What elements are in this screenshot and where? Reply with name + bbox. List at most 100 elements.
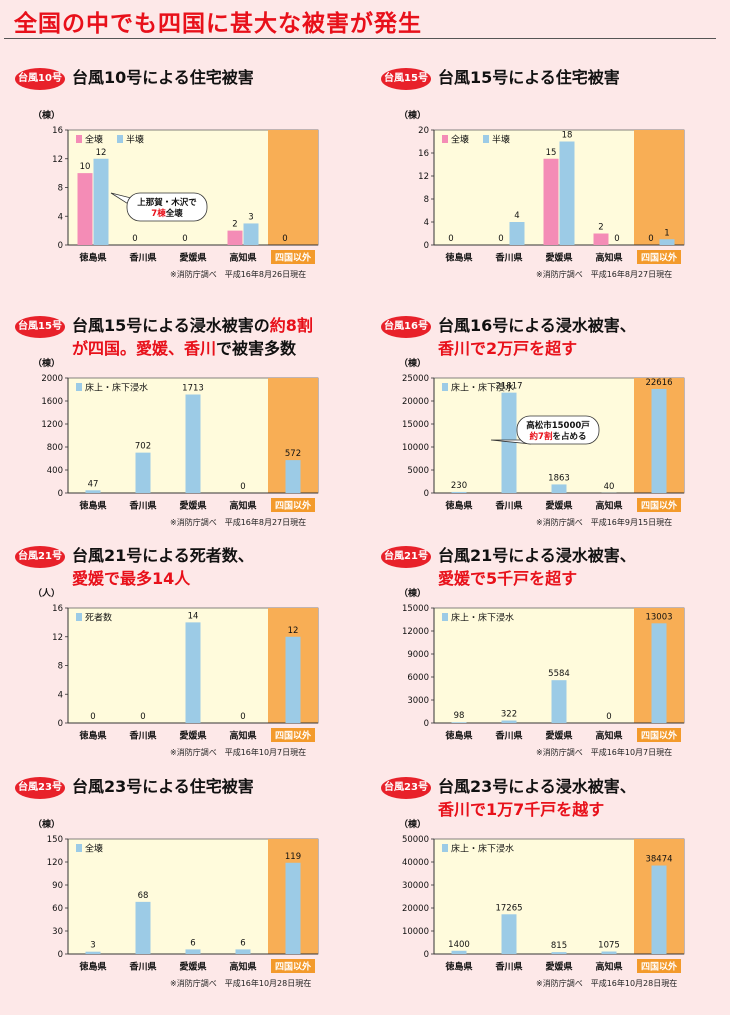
bar-value-label: 4 (514, 211, 519, 221)
bar (185, 622, 201, 723)
highlight-category-box (271, 728, 315, 742)
callout-highlight: 約7割 (530, 431, 553, 442)
bar-value-label: 13003 (645, 612, 672, 622)
chart-panel: 台風21号 台風21号による浸水被害、 愛媛で5千戸を超す （棟） 0 3000 6000 9… (381, 546, 721, 771)
legend-swatch (117, 135, 123, 143)
x-tick-label: 四国以外 (641, 961, 677, 973)
legend-swatch (442, 844, 448, 852)
bar (651, 623, 667, 723)
bar-value-label: 3 (248, 212, 253, 222)
bar (659, 239, 675, 245)
x-tick-label: 徳島県 (78, 961, 106, 973)
source-note: ※消防庁調べ 平成16年10月7日現在 (170, 747, 306, 758)
source-date: 平成16年10月7日現在 (590, 748, 673, 757)
source-prefix: ※消防庁調べ (536, 518, 583, 527)
chart-heading: 台風16号による浸水被害、 香川で2万戸を超す (438, 314, 636, 360)
chart-heading: 台風10号による住宅被害 (72, 66, 254, 89)
callout-highlight: 7棟 (151, 208, 166, 219)
bar-value-label: 12 (96, 148, 107, 158)
bar-value-label: 0 (182, 234, 187, 244)
legend-swatch (483, 135, 489, 143)
highlight-category-box (637, 498, 681, 512)
source-note: ※消防庁調べ 平成16年8月27日現在 (170, 517, 306, 528)
highlight-category-box (271, 250, 315, 264)
bar-value-label: 0 (606, 712, 611, 722)
bar-chart: （人） 0 4 8 12 16 0 0 14 0 12 徳島県 香川県 愛媛県 高知県 四国以外 死者数 (33, 587, 319, 742)
bar (235, 949, 251, 954)
y-tick-label: 8 (424, 195, 429, 205)
legend-swatch (442, 135, 448, 143)
y-unit-label: （棟） (33, 357, 60, 369)
bar-value-label: 0 (648, 234, 653, 244)
typhoon-badge: 台風23号 (381, 777, 431, 799)
legend-swatch (442, 613, 448, 621)
bar-value-label: 0 (240, 482, 245, 492)
chart-heading: 台風21号による浸水被害、 愛媛で5千戸を超す (438, 544, 636, 590)
y-tick-label: 800 (47, 443, 63, 453)
bar (593, 233, 609, 245)
bar-value-label: 0 (240, 712, 245, 722)
source-gap (217, 979, 225, 988)
y-tick-label: 60 (52, 904, 63, 914)
bar-value-label: 0 (614, 234, 619, 244)
chart-panel: 台風10号 台風10号による住宅被害 （棟） 0 4 8 12 16 10 0 0 2 0 12 3 徳島県 香… (15, 68, 355, 293)
bar (551, 484, 567, 493)
source-note: ※消防庁調べ 平成16年9月15日現在 (536, 517, 672, 528)
heading-text: 台風10号による住宅被害 (72, 68, 254, 87)
bar (601, 951, 617, 954)
bar-value-label: 6 (190, 938, 195, 948)
legend-label: 全壊 (85, 134, 103, 146)
bar-value-label: 68 (138, 891, 149, 901)
source-note: ※消防庁調べ 平成16年10月28日現在 (170, 978, 311, 989)
title-divider (4, 38, 716, 39)
callout-segment: 全壊 (165, 208, 184, 219)
bar (135, 452, 151, 493)
source-gap (583, 518, 591, 527)
heading-text: 台風21号による死者数、 (72, 546, 254, 565)
y-tick-label: 0 (58, 950, 63, 960)
bar-value-label: 0 (282, 234, 287, 244)
x-tick-label: 香川県 (128, 252, 156, 264)
heading-text: 台風16号による浸水被害、 (438, 316, 636, 335)
heading-text: 台風15号による住宅被害 (438, 68, 620, 87)
source-date: 平成16年8月27日現在 (224, 518, 307, 527)
y-tick-label: 16 (52, 604, 63, 614)
y-tick-label: 30 (52, 927, 63, 937)
y-tick-label: 4 (58, 212, 63, 222)
bar (501, 392, 517, 493)
x-tick-label: 愛媛県 (545, 252, 572, 264)
typhoon-badge: 台風21号 (381, 546, 431, 568)
source-gap (217, 270, 225, 279)
typhoon-badge: 台風16号 (381, 316, 431, 338)
y-tick-label: 12000 (402, 627, 429, 637)
x-tick-label: 四国以外 (275, 252, 311, 264)
x-tick-label: 愛媛県 (545, 730, 572, 742)
bar-value-label: 1 (664, 228, 669, 238)
bar-value-label: 1400 (448, 940, 470, 950)
y-tick-label: 40000 (402, 858, 429, 868)
y-tick-label: 0 (424, 950, 429, 960)
source-note: ※消防庁調べ 平成16年10月7日現在 (536, 747, 672, 758)
bar-chart: （棟） 0 400 800 1200 1600 2000 47 702 1713 0 572 徳島県 香川… (33, 357, 319, 512)
highlight-column (634, 130, 684, 245)
source-gap (583, 270, 591, 279)
heading-highlight: 愛媛で最多14人 (72, 569, 191, 588)
legend-swatch (76, 613, 82, 621)
bar-value-label: 322 (501, 710, 517, 720)
source-gap (217, 748, 225, 757)
source-gap (217, 518, 225, 527)
x-tick-label: 四国以外 (641, 730, 677, 742)
callout-segment: を占める (552, 431, 586, 442)
y-tick-label: 0 (424, 489, 429, 499)
y-unit-label: （棟） (33, 109, 60, 121)
bar-value-label: 0 (132, 234, 137, 244)
bar-chart: （棟） 0 30 60 90 120 150 3 68 6 6 119 徳島県 香川県 愛媛県 高知県 四国以外… (33, 818, 319, 973)
source-note: ※消防庁調べ 平成16年10月28日現在 (536, 978, 677, 989)
y-tick-label: 12 (52, 155, 63, 165)
x-tick-label: 高知県 (595, 500, 622, 512)
bar (559, 141, 575, 245)
bar-value-label: 47 (88, 479, 99, 489)
source-prefix: ※消防庁調べ (170, 748, 217, 757)
source-prefix: ※消防庁調べ (536, 270, 583, 279)
